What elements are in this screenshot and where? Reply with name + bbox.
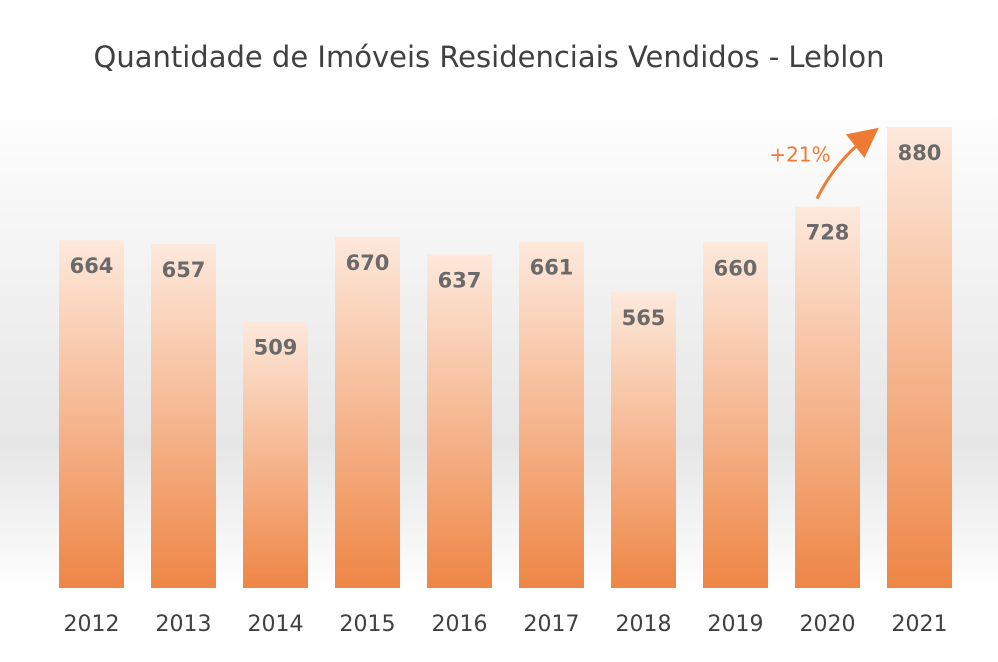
x-tick-2019: 2019 [708, 612, 764, 637]
data-label-2020: 728 [806, 221, 850, 245]
x-tick-2021: 2021 [892, 612, 948, 637]
bar-2017 [519, 241, 584, 588]
data-label-2021: 880 [898, 141, 942, 165]
bar-2013 [151, 243, 216, 588]
x-tick-2013: 2013 [156, 612, 212, 637]
data-label-2013: 657 [162, 258, 206, 282]
growth-arrow [815, 127, 879, 200]
data-label-2015: 670 [346, 251, 390, 275]
bar-2016 [427, 254, 492, 588]
bar-2012 [59, 240, 124, 588]
data-label-2014: 509 [254, 335, 298, 359]
bar-2018 [611, 292, 676, 588]
data-label-2019: 660 [714, 256, 758, 280]
x-tick-2018: 2018 [616, 612, 672, 637]
bar-2021 [887, 127, 952, 588]
x-tick-2020: 2020 [800, 612, 856, 637]
chart-title: Quantidade de Imóveis Residenciais Vendi… [93, 40, 885, 74]
growth-annotation: +21% [769, 143, 830, 167]
bar-2020 [795, 206, 860, 589]
data-label-2018: 565 [622, 306, 666, 330]
bar-2015 [335, 237, 400, 589]
x-tick-2015: 2015 [340, 612, 396, 637]
data-label-2012: 664 [70, 254, 114, 278]
x-tick-2014: 2014 [248, 612, 304, 637]
bar-2019 [703, 242, 768, 588]
x-tick-2016: 2016 [432, 612, 488, 637]
data-label-2016: 637 [438, 268, 482, 292]
data-label-2017: 661 [530, 256, 574, 280]
x-tick-2012: 2012 [64, 612, 120, 637]
x-tick-2017: 2017 [524, 612, 580, 637]
bar-2014 [243, 321, 308, 588]
